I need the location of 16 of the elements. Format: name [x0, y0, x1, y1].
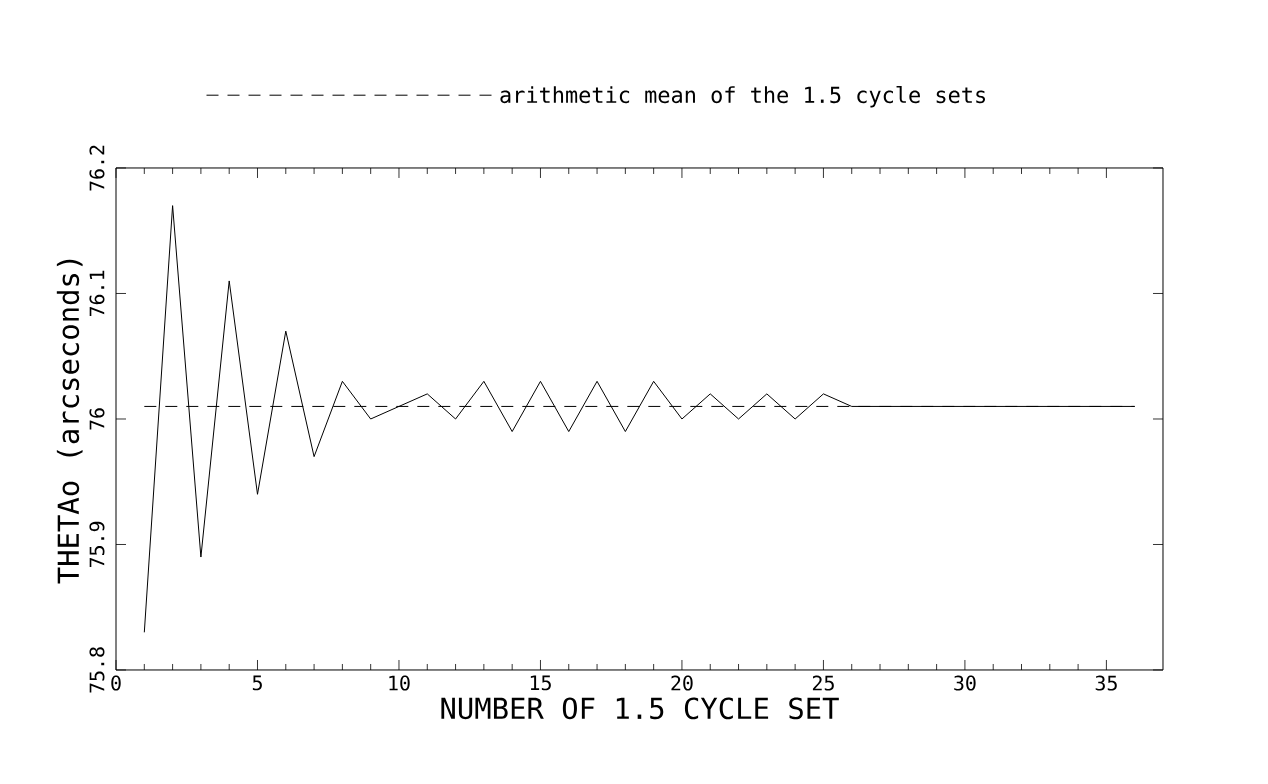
- y-tick-label: 76.1: [89, 270, 105, 317]
- x-tick-label: 35: [1095, 675, 1117, 691]
- x-axis-title: NUMBER OF 1.5 CYCLE SET: [441, 697, 839, 720]
- x-tick-label: 15: [530, 675, 551, 691]
- y-tick-label: 76: [89, 408, 105, 430]
- x-tick-label: 0: [111, 675, 121, 691]
- x-tick-label: 20: [671, 675, 693, 691]
- x-tick-label: 25: [812, 675, 834, 691]
- y-axis-title: THETAo (arcseconds): [56, 259, 83, 584]
- text: arithmetic mean of the 1.5 cycle sets: [500, 86, 986, 108]
- y-tick-label: 75.8: [89, 647, 105, 693]
- y-tick-label: 75.9: [89, 521, 105, 568]
- y-tick-label: 76.2: [89, 145, 105, 191]
- x-tick-label: 30: [954, 675, 976, 691]
- x-tick-label: 10: [389, 675, 410, 691]
- x-tick-label: 5: [252, 675, 262, 691]
